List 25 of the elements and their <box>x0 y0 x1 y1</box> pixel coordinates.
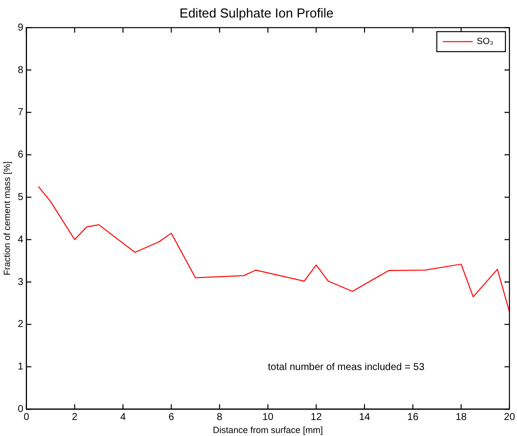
y-tick-label: 5 <box>18 192 24 203</box>
y-tick-label: 3 <box>18 276 24 288</box>
y-tick-label: 8 <box>18 64 24 76</box>
chart-title: Edited Sulphate Ion Profile <box>180 5 334 20</box>
annotation: total number of meas included = 53 <box>268 362 425 373</box>
x-tick-label: 6 <box>168 412 175 423</box>
y-tick-label: 9 <box>18 22 24 34</box>
x-tick-label: 20 <box>504 412 516 423</box>
y-tick-label: 0 <box>18 404 24 415</box>
x-tick-label: 12 <box>310 412 322 423</box>
x-tick-label: 2 <box>72 412 78 423</box>
y-tick-label: 2 <box>18 319 24 330</box>
y-axis-title: Fraction of cement mass [%] <box>2 161 12 276</box>
x-tick-label: 8 <box>216 412 223 423</box>
y-tick-label: 7 <box>18 107 24 118</box>
x-tick-label: 14 <box>358 412 371 423</box>
x-tick-label: 18 <box>456 412 468 423</box>
x-tick-label: 10 <box>262 412 274 423</box>
x-tick-label: 16 <box>407 412 419 423</box>
legend-label: SO₃ <box>476 36 494 46</box>
x-tick-label: 4 <box>120 412 126 423</box>
y-tick-label: 4 <box>18 234 24 246</box>
y-tick-label: 6 <box>18 150 24 161</box>
y-tick-label: 1 <box>18 362 24 373</box>
x-axis-title: Distance from surface [mm] <box>212 425 323 436</box>
